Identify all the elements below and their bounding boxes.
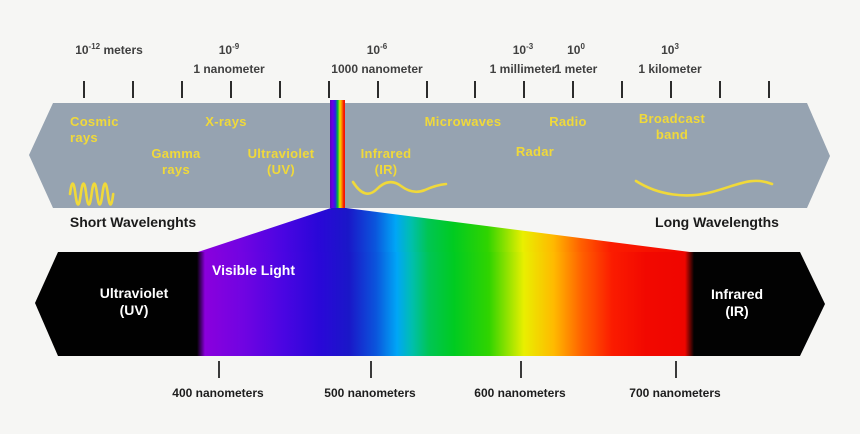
- scale-tick: [670, 81, 672, 98]
- band-label-line: rays: [70, 130, 98, 145]
- scale-tick: [132, 81, 134, 98]
- band-label-line: Broadcast: [638, 111, 706, 126]
- band-label-line: Microwaves: [424, 114, 502, 129]
- scale-unit: 1 meter: [554, 62, 598, 76]
- nm-label-700: 700 nanometers: [629, 386, 721, 400]
- band-label-line: Cosmic: [70, 114, 119, 129]
- band-label-line: Gamma: [151, 146, 201, 161]
- scale-label-10e-6: 10-6 1000 nanometer: [331, 40, 422, 76]
- band-label-broadcast-band: Broadcast band: [639, 111, 705, 143]
- band-label-microwaves: Microwaves: [425, 114, 502, 130]
- nm-tick-400: [218, 361, 220, 378]
- nm-label-600: 600 nanometers: [474, 386, 566, 400]
- scale-tick: [328, 81, 330, 98]
- scale-label-10e-9: 10-9 1 nanometer: [193, 40, 264, 76]
- visible-spectrum-band-arrow: [35, 252, 825, 356]
- band-label-line: (UV): [267, 162, 295, 177]
- nm-tick-700: [675, 361, 677, 378]
- scale-tick: [572, 81, 574, 98]
- scale-label-10e0: 100 1 meter: [555, 40, 598, 76]
- visible-light-stripe: [330, 100, 345, 208]
- scale-tick: [523, 81, 525, 98]
- scale-power: 10-9: [218, 42, 240, 57]
- scale-tick: [719, 81, 721, 98]
- ir-label: Infrared (IR): [711, 286, 763, 320]
- band-label-line: Ultraviolet: [247, 146, 315, 161]
- band-label-line: X-rays: [205, 114, 247, 129]
- nm-label-400: 400 nanometers: [172, 386, 264, 400]
- nm-tick-600: [520, 361, 522, 378]
- scale-tick: [83, 81, 85, 98]
- scale-power: 10-12 meters: [75, 42, 143, 57]
- short-wavelengths-label: Short Wavelenghts: [69, 214, 197, 230]
- nm-label-500: 500 nanometers: [324, 386, 416, 400]
- band-label-line: Radar: [515, 144, 555, 159]
- scale-unit: 1 kilometer: [638, 62, 702, 76]
- scale-tick: [426, 81, 428, 98]
- scale-tick: [181, 81, 183, 98]
- scale-power: 10-6: [366, 42, 388, 57]
- scale-tick: [230, 81, 232, 98]
- scale-tick: [621, 81, 623, 98]
- scale-power: 103: [661, 42, 679, 57]
- spectrum-fan: [198, 208, 690, 252]
- scale-tick: [279, 81, 281, 98]
- scale-label-10e-3: 10-3 1 millimeter: [490, 40, 557, 76]
- band-label-gamma-rays: Gamma rays: [151, 146, 200, 178]
- band-label-line: band: [655, 127, 689, 142]
- scale-unit: 1 millimeter: [489, 62, 557, 76]
- scale-tick: [474, 81, 476, 98]
- ir-label-line: Infrared: [710, 286, 764, 302]
- band-label-cosmic-rays: Cosmic rays: [70, 114, 119, 146]
- scale-tick: [768, 81, 770, 98]
- band-label-radio: Radio: [549, 114, 587, 130]
- band-label-infrared: Infrared (IR): [361, 146, 412, 178]
- scale-label-10e-12: 10-12 meters: [75, 40, 143, 62]
- band-label-x-rays: X-rays: [205, 114, 247, 130]
- band-label-ultraviolet: Ultraviolet (UV): [248, 146, 315, 178]
- band-label-radar: Radar: [516, 144, 554, 160]
- scale-unit: 1000 nanometer: [331, 62, 423, 76]
- ir-label-line: (IR): [725, 303, 749, 319]
- scale-unit: 1 nanometer: [193, 62, 265, 76]
- scale-label-10e3: 103 1 kilometer: [638, 40, 701, 76]
- scale-tick: [377, 81, 379, 98]
- nm-tick-500: [370, 361, 372, 378]
- scale-power: 10-3: [512, 42, 534, 57]
- long-wavelengths-label: Long Wavelengths: [655, 214, 779, 230]
- scale-power: 100: [567, 42, 585, 57]
- uv-label-line: (UV): [119, 302, 149, 318]
- band-label-line: rays: [162, 162, 190, 177]
- band-label-line: Radio: [549, 114, 587, 129]
- band-label-line: (IR): [374, 162, 398, 177]
- visible-light-label: Visible Light: [212, 262, 295, 278]
- uv-label-line: Ultraviolet: [99, 285, 169, 301]
- band-label-line: Infrared: [360, 146, 412, 161]
- uv-label: Ultraviolet (UV): [100, 285, 168, 319]
